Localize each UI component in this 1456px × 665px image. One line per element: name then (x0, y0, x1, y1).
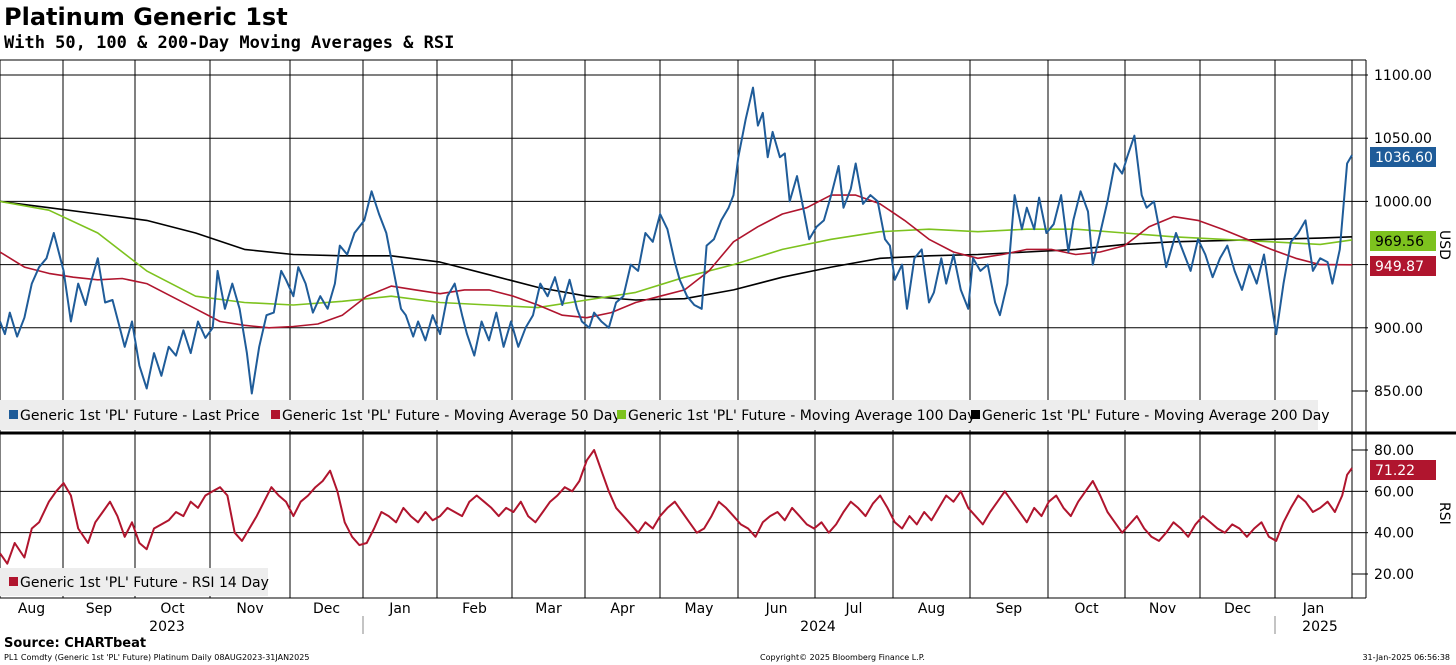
legend-label-ma200: Generic 1st 'PL' Future - Moving Average… (982, 408, 1330, 424)
series-line-ma50 (0, 194, 1353, 329)
footer-copyright: Copyright© 2025 Bloomberg Finance L.P. (760, 653, 925, 662)
price-legend: Generic 1st 'PL' Future - Last Price Gen… (9, 408, 1330, 424)
footer-timestamp: 31-Jan-2025 06:56:38 (1362, 653, 1450, 662)
month-tick-label: Jan (1302, 601, 1325, 617)
y-axis-label-usd: USD (1436, 230, 1452, 260)
month-tick-label: Sep (86, 601, 113, 617)
price-tick-label: 850.00 (1374, 384, 1423, 400)
price-legend-bg (0, 400, 1318, 430)
month-tick-label: Apr (610, 601, 634, 617)
year-tick-label: 2023 (149, 619, 185, 635)
ma100-tag-text: 969.56 (1375, 234, 1424, 250)
footer-meta: PL1 Comdty (Generic 1st 'PL' Future) Pla… (4, 653, 310, 662)
ma50-tag: 949.87 (1370, 256, 1436, 276)
series-line-ma200 (0, 200, 1353, 301)
month-tick-label: Dec (1224, 601, 1251, 617)
legend-swatch-ma200 (971, 410, 980, 419)
month-tick-label: Oct (160, 601, 185, 617)
month-tick-label: Mar (535, 601, 562, 617)
last-price-tag: 1036.60 (1370, 147, 1436, 167)
price-tick-label: 1000.00 (1374, 194, 1432, 210)
month-tick-label: Oct (1074, 601, 1099, 617)
rsi-tag: 71.22 (1370, 460, 1436, 480)
legend-label-price: Generic 1st 'PL' Future - Last Price (20, 408, 260, 424)
month-tick-label: Nov (236, 601, 263, 617)
year-tick-label: 2024 (800, 619, 836, 635)
rsi-tag-text: 71.22 (1375, 463, 1415, 479)
axes: 1100.001050.001000.00950.00900.00850.008… (0, 59, 1456, 635)
chart-title: Platinum Generic 1st (4, 3, 288, 31)
series-line-price (0, 86, 1353, 395)
series-line-rsi (0, 449, 1353, 565)
rsi-legend: Generic 1st 'PL' Future - RSI 14 Day (9, 575, 269, 591)
price-tick-label: 1050.00 (1374, 131, 1432, 147)
legend-swatch-ma50 (271, 410, 280, 419)
month-tick-label: Dec (313, 601, 340, 617)
month-tick-label: Aug (18, 601, 45, 617)
rsi-tick-label: 60.00 (1374, 484, 1414, 500)
price-tick-label: 1100.00 (1374, 68, 1432, 84)
y-axis-label-rsi: RSI (1436, 502, 1452, 525)
price-panel (0, 86, 1353, 395)
month-tick-label: Jun (765, 601, 788, 617)
rsi-tick-label: 20.00 (1374, 567, 1414, 583)
month-tick-label: Aug (918, 601, 945, 617)
year-tick-label: 2025 (1302, 619, 1338, 635)
legend-label-ma50: Generic 1st 'PL' Future - Moving Average… (282, 408, 621, 424)
month-tick-label: Sep (996, 601, 1023, 617)
ma100-tag: 969.56 (1370, 231, 1436, 251)
chart-subtitle: With 50, 100 & 200-Day Moving Averages &… (4, 33, 455, 53)
last-price-tag-text: 1036.60 (1375, 150, 1433, 166)
legend-swatch-ma100 (617, 410, 626, 419)
source-note: Source: CHARTbeat (4, 636, 147, 651)
rsi-panel (0, 449, 1353, 565)
price-tick-label: 900.00 (1374, 321, 1423, 337)
month-tick-label: Nov (1149, 601, 1176, 617)
legend-label-rsi: Generic 1st 'PL' Future - RSI 14 Day (20, 575, 269, 591)
legend-swatch-price (9, 410, 18, 419)
grid-lines (0, 60, 1353, 598)
ma50-tag-text: 949.87 (1375, 259, 1424, 275)
legend-swatch-rsi (9, 577, 18, 586)
month-tick-label: Jul (845, 601, 863, 617)
rsi-tick-label: 40.00 (1374, 526, 1414, 542)
month-tick-label: Feb (462, 601, 487, 617)
legend-label-ma100: Generic 1st 'PL' Future - Moving Average… (628, 408, 976, 424)
month-tick-label: May (685, 601, 714, 617)
rsi-tick-label: 80.00 (1374, 443, 1414, 459)
month-tick-label: Jan (388, 601, 411, 617)
rsi-legend-bg (0, 568, 268, 596)
